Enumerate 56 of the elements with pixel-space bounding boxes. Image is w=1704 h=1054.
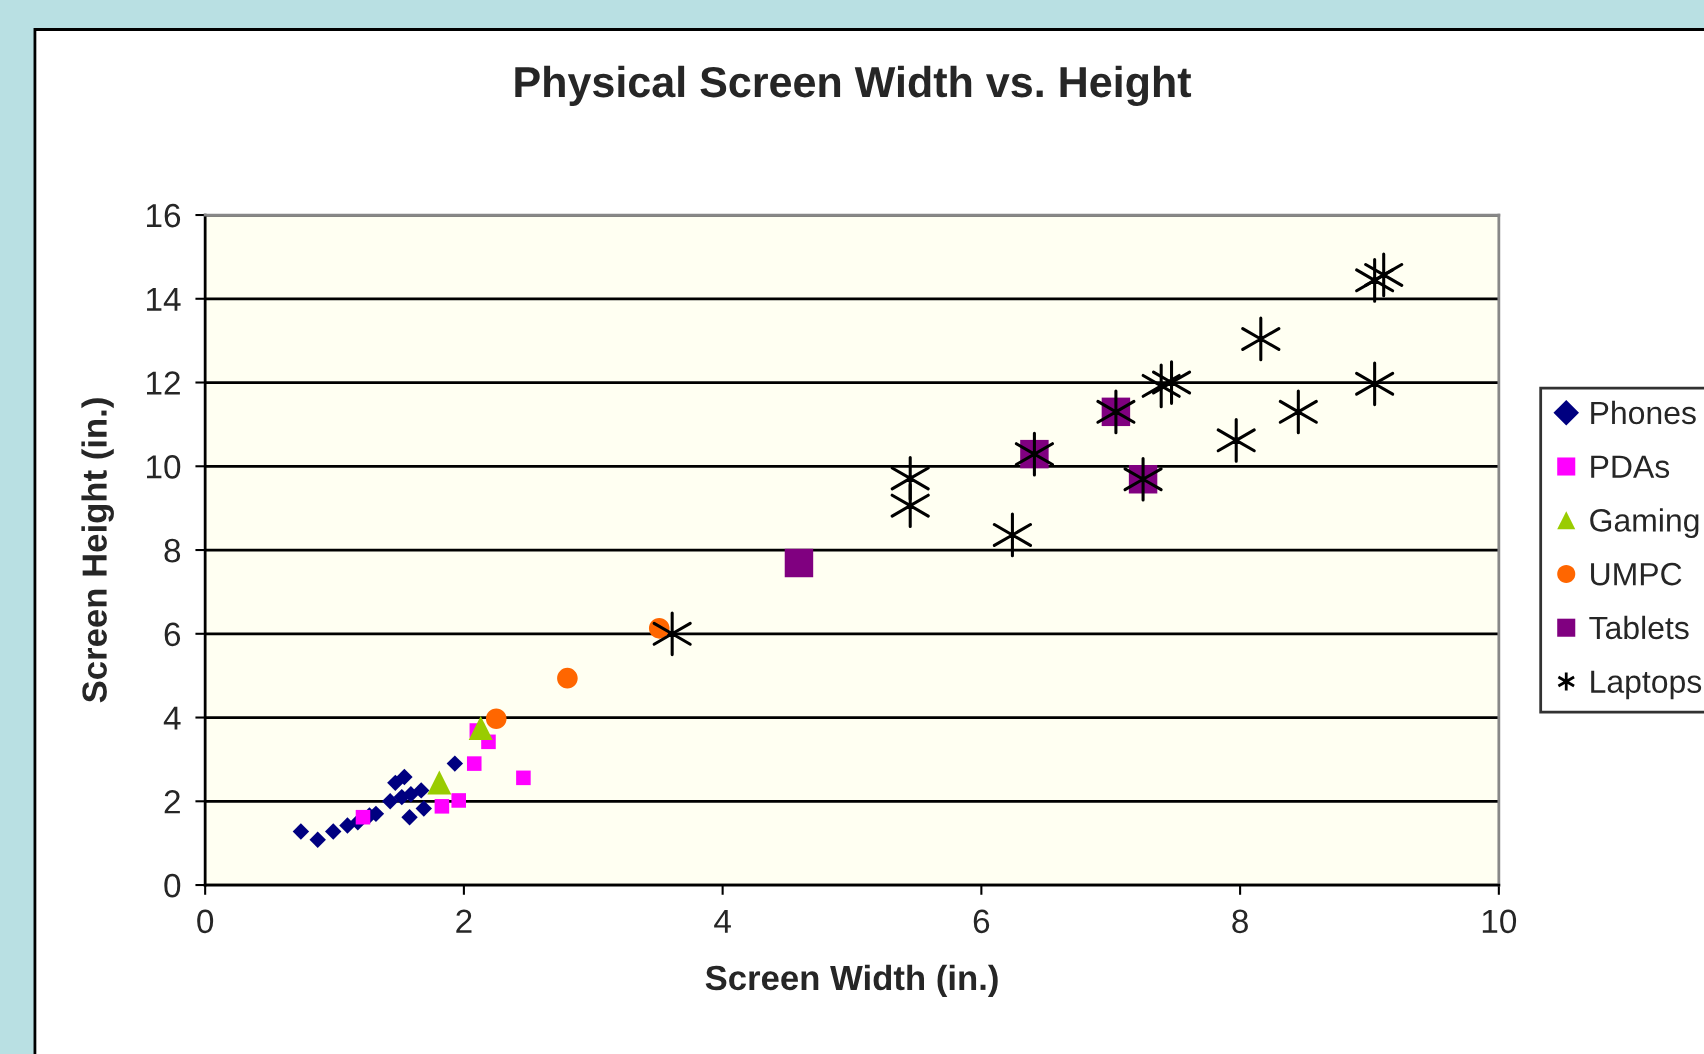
y-tick-label: 12 (147, 371, 180, 395)
point (1278, 389, 1318, 435)
x-tick-label: 4 (714, 909, 731, 933)
point (652, 611, 692, 657)
legend-label: Tablets (1589, 615, 1689, 640)
point (1216, 417, 1256, 463)
point (446, 755, 464, 772)
point (1014, 431, 1054, 477)
x-tick-label: 2 (456, 909, 472, 933)
point (1151, 360, 1192, 405)
point (325, 823, 342, 840)
point (401, 808, 418, 826)
legend-label: Gaming (1590, 508, 1699, 539)
x-tick-label: 0 (197, 909, 214, 934)
y-tick-label: 0 (164, 873, 181, 898)
point (1123, 456, 1163, 502)
y-tick-label: 10 (147, 455, 181, 479)
x-tick-label: 10 (1482, 909, 1517, 934)
point (466, 756, 482, 771)
y-tick-label: 16 (147, 203, 181, 228)
point (292, 823, 310, 840)
point (516, 770, 531, 786)
y-axis-title: Screen Height (in.) (81, 398, 114, 703)
point (1364, 252, 1404, 298)
point (412, 782, 430, 799)
point (355, 809, 371, 825)
point (557, 667, 578, 689)
point (434, 799, 450, 814)
point (890, 483, 930, 528)
point (381, 793, 399, 810)
point (451, 793, 467, 808)
x-axis-title: Screen Width (in.) (705, 964, 998, 998)
legend-label: UMPC (1591, 562, 1682, 586)
y-tick-label: 14 (147, 287, 181, 311)
x-tick-label: 8 (1232, 909, 1248, 934)
point (468, 715, 493, 741)
point (784, 548, 814, 578)
point (1241, 316, 1281, 362)
y-tick-label: 2 (164, 790, 180, 814)
point (396, 768, 413, 786)
point (415, 800, 433, 817)
legend-label: Laptops (1591, 670, 1702, 700)
point (427, 770, 452, 795)
legend-label: PDAs (1591, 455, 1670, 478)
point (485, 708, 507, 730)
point (387, 774, 404, 792)
y-tick-label: 8 (164, 538, 181, 563)
y-tick-label: 6 (164, 622, 181, 647)
point (1096, 389, 1136, 435)
x-tick-label: 6 (973, 909, 990, 934)
legend-label: Phones (1591, 400, 1696, 425)
chart-title: Physical Screen Width vs. Height (515, 65, 1192, 107)
point (1355, 361, 1395, 407)
point (992, 512, 1032, 558)
point (309, 831, 326, 849)
y-tick-label: 4 (163, 706, 181, 730)
